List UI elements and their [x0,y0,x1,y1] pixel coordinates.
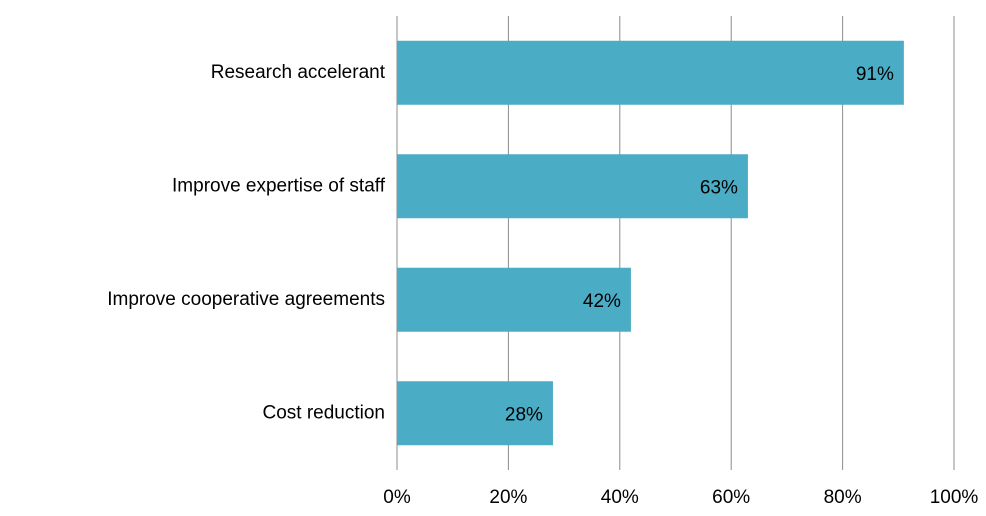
bar [397,154,748,219]
y-tick-label: Research accelerant [211,62,386,83]
bar [397,40,904,105]
data-label: 63% [700,177,738,198]
data-label: 42% [583,291,621,312]
x-tick-label: 80% [824,487,862,508]
y-tick-label: Improve expertise of staff [172,175,386,196]
bar [397,381,553,446]
data-label: 28% [505,404,543,425]
y-tick-label: Cost reduction [262,402,385,423]
x-tick-label: 0% [383,487,411,508]
x-tick-label: 20% [489,487,527,508]
x-tick-label: 40% [601,487,639,508]
y-tick-label: Improve cooperative agreements [107,289,385,310]
x-tick-label: 100% [930,487,979,508]
data-label: 91% [856,64,894,85]
bar [397,267,631,332]
x-tick-label: 60% [712,487,750,508]
